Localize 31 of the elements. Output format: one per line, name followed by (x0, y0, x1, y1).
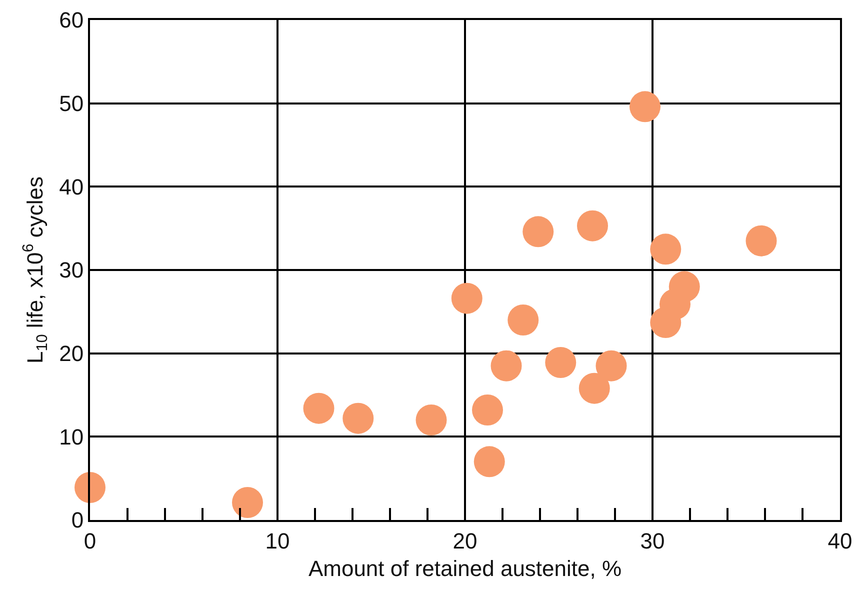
point (596, 350, 627, 382)
x-axis-title: Amount of retained austenite, % (308, 556, 622, 581)
x-tick-label: 30 (640, 528, 665, 554)
point (472, 394, 503, 426)
x-tick-label: 40 (828, 528, 852, 554)
x-tick-label: 20 (452, 528, 478, 554)
point (416, 404, 447, 436)
point (474, 446, 505, 478)
point (545, 347, 576, 378)
point (650, 234, 682, 265)
y-tick-label: 60 (59, 8, 84, 33)
point (746, 225, 777, 256)
y-tick-label: 10 (59, 424, 84, 450)
point (668, 271, 700, 302)
y-tick-label: 40 (59, 174, 84, 200)
point (577, 210, 608, 242)
y-tick-label: 20 (59, 341, 84, 366)
point (630, 91, 660, 122)
y-tick-label: 30 (59, 258, 84, 283)
point (74, 472, 106, 503)
point (303, 392, 334, 424)
point (490, 350, 522, 382)
point (342, 402, 374, 434)
y-tick-label: 50 (59, 91, 84, 116)
point (451, 282, 482, 314)
point (232, 487, 263, 518)
x-tick-label: 10 (265, 528, 290, 554)
y-tick-label: 0 (71, 508, 84, 533)
point (578, 372, 610, 404)
point (522, 216, 554, 248)
point (508, 304, 539, 336)
